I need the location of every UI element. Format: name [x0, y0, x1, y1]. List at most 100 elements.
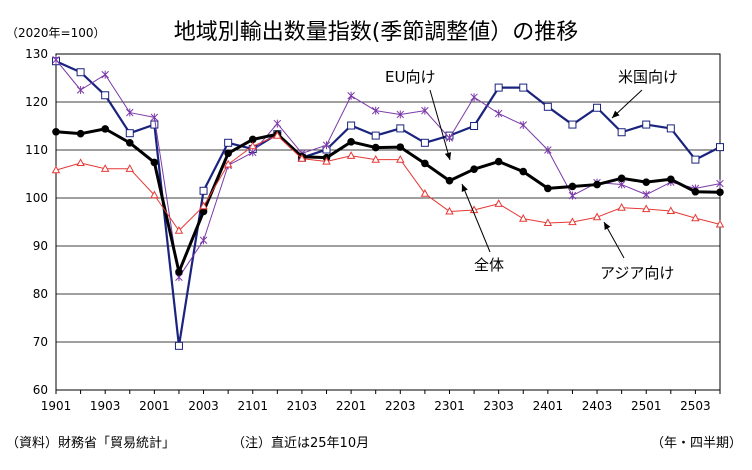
source-note: （資料）財務省「貿易統計」: [6, 436, 176, 451]
annotation-leader: [461, 183, 491, 253]
annotation-label: アジア向け: [600, 264, 674, 282]
data-point: [223, 159, 233, 168]
annotation-arrowhead: [461, 184, 468, 192]
data-point: [568, 120, 577, 129]
unit-label: （2020年=100）: [6, 26, 106, 40]
data-point: [297, 154, 307, 162]
annotation-0: EU向け: [385, 68, 452, 161]
data-point: [396, 143, 405, 151]
data-point: [371, 106, 380, 115]
data-point: [125, 129, 134, 138]
x-tick-label: 2003: [188, 399, 219, 413]
x-tick-label: 2101: [237, 399, 268, 413]
data-point: [150, 113, 159, 122]
data-point: [396, 124, 405, 133]
annotation-label: 全体: [474, 256, 504, 274]
annotation-arrowhead: [612, 110, 620, 118]
y-tick-label: 100: [25, 191, 48, 205]
data-point: [199, 236, 208, 245]
data-point: [76, 68, 85, 77]
data-point: [150, 190, 159, 199]
data-point: [175, 268, 183, 276]
annotation-arrowhead: [604, 222, 611, 230]
x-axis: 1901 1903 2001 2003 2101 2103 2201 2203 2301 2303…: [41, 390, 721, 413]
data-point: [174, 226, 184, 234]
data-point: [593, 103, 602, 112]
data-point: [445, 206, 454, 215]
data-point: [592, 212, 602, 221]
data-point: [470, 165, 478, 173]
period-label: （年・四半期）: [650, 436, 742, 451]
chart-title: 地域別輸出数量指数(季節調整値）の推移: [173, 20, 579, 45]
data-point: [248, 141, 257, 150]
data-point: [347, 138, 355, 146]
series-layer: [51, 55, 725, 350]
footnote: （注）直近は25年10月: [232, 436, 370, 451]
data-point: [519, 121, 528, 130]
x-tick-label: 2301: [434, 399, 465, 413]
data-point: [519, 167, 528, 176]
data-point: [666, 124, 675, 133]
series-line: [55, 59, 721, 278]
x-tick-label: 2401: [533, 399, 564, 413]
data-point: [199, 186, 208, 195]
data-point: [642, 178, 651, 186]
data-point: [543, 218, 553, 227]
data-point: [716, 179, 724, 188]
data-point: [396, 154, 405, 163]
data-point: [76, 158, 85, 167]
data-point: [101, 91, 110, 100]
data-point: [568, 217, 577, 226]
data-point: [519, 83, 528, 92]
data-point: [347, 91, 355, 100]
data-point: [51, 165, 61, 174]
data-point: [568, 182, 577, 191]
data-point: [667, 175, 675, 184]
data-point: [617, 128, 626, 137]
data-point: [101, 125, 109, 133]
annotation-label: EU向け: [385, 68, 435, 86]
data-point: [642, 190, 650, 199]
series-line: [55, 60, 721, 347]
data-point: [544, 184, 552, 193]
series-3: [51, 130, 725, 234]
x-tick-label: 1903: [90, 399, 121, 413]
data-point: [248, 135, 257, 144]
data-point: [174, 341, 183, 350]
data-point: [666, 206, 676, 215]
data-point: [641, 204, 651, 213]
annotation-3: アジア向け: [600, 221, 674, 282]
data-point: [52, 55, 60, 64]
data-point: [421, 106, 429, 115]
x-tick-label: 2103: [287, 399, 318, 413]
data-point: [617, 202, 626, 211]
annotation-leader: [429, 89, 451, 161]
data-point: [347, 121, 356, 130]
y-axis: 60 70 80 90 100 110 120 130: [25, 47, 48, 397]
x-tick-label: 2403: [582, 399, 613, 413]
annotation-arrowhead: [444, 152, 452, 160]
data-point: [76, 86, 85, 94]
data-point: [642, 120, 651, 129]
data-point: [126, 108, 134, 117]
data-point: [224, 149, 232, 158]
data-point: [445, 176, 454, 185]
data-point: [543, 102, 552, 111]
data-point: [371, 154, 380, 163]
data-point: [494, 199, 503, 207]
data-point: [322, 141, 331, 150]
series-line: [55, 127, 721, 274]
data-point: [420, 189, 430, 197]
y-tick-label: 80: [33, 287, 48, 301]
data-point: [150, 158, 159, 167]
data-point: [52, 127, 60, 136]
x-tick-label: 2203: [385, 399, 416, 413]
y-tick-label: 110: [25, 143, 48, 157]
data-point: [470, 93, 478, 102]
data-point: [470, 122, 479, 130]
data-point: [125, 164, 135, 172]
data-point: [716, 188, 724, 197]
data-point: [494, 83, 503, 92]
y-tick-label: 60: [33, 383, 48, 397]
data-point: [715, 219, 725, 228]
